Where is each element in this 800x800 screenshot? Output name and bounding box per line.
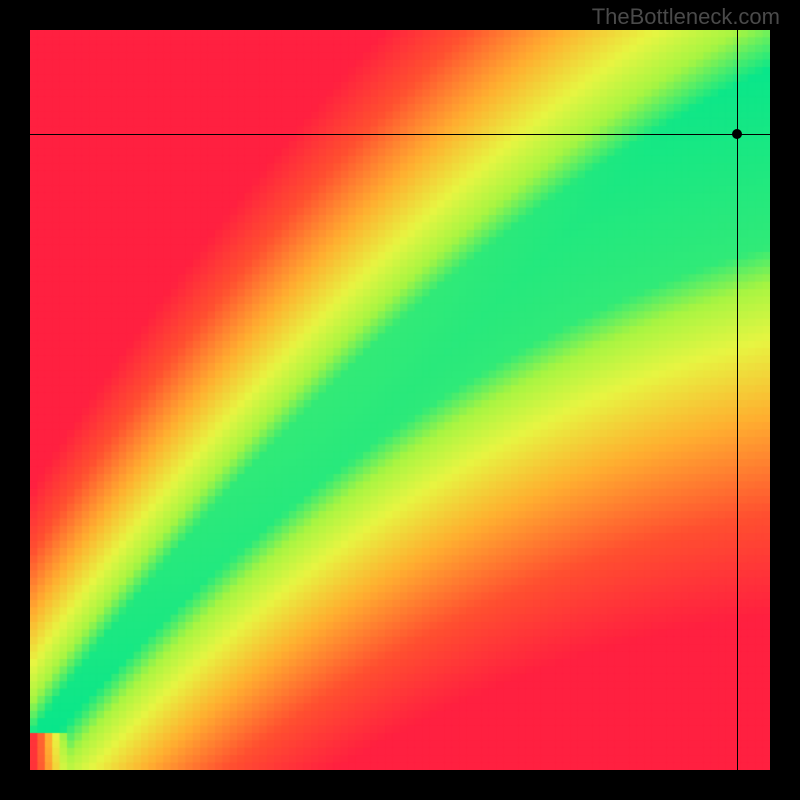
- crosshair-marker-dot: [732, 129, 742, 139]
- bottleneck-heatmap-container: [30, 30, 770, 770]
- watermark-text: TheBottleneck.com: [592, 4, 780, 30]
- crosshair-vertical-line: [737, 30, 738, 770]
- crosshair-horizontal-line: [30, 134, 770, 135]
- bottleneck-heatmap-canvas: [30, 30, 770, 770]
